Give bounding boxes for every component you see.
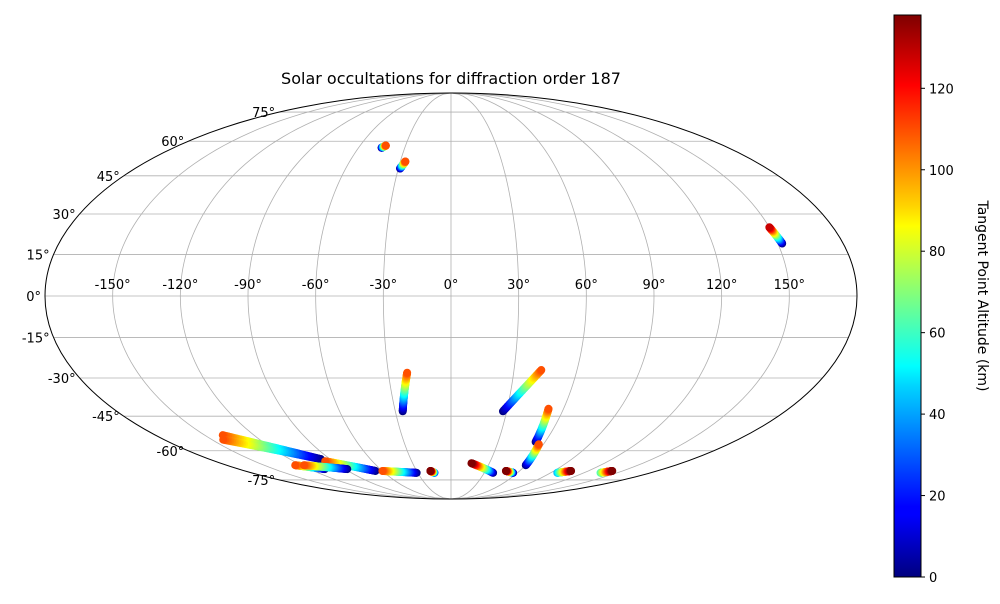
occultation-point — [544, 404, 553, 413]
colorbar-tick-label: 80 — [929, 245, 946, 260]
latitude-tick-label: 0° — [26, 290, 41, 305]
longitude-labels: -150° -120° -90° -60° -30° 0° 30° 60° 90° 120° 150… — [95, 278, 805, 293]
latitude-tick-label: -45° — [92, 410, 120, 425]
longitude-gridline — [450, 92, 655, 500]
occultation-point — [467, 459, 476, 468]
longitude-gridline — [112, 92, 452, 500]
colorbar-tick-label: 20 — [929, 490, 946, 505]
colorbar-tick-label: 60 — [929, 327, 946, 342]
longitude-gridline — [247, 92, 452, 500]
occultation-point — [501, 466, 510, 475]
latitude-tick-label: 60° — [161, 135, 184, 150]
longitude-gridline — [450, 92, 790, 500]
occultation-point — [608, 466, 617, 475]
longitude-tick-label: -120° — [162, 278, 198, 293]
longitude-tick-label: 30° — [507, 278, 530, 293]
latitude-tick-label: 75° — [252, 106, 275, 121]
longitude-gridline — [382, 92, 452, 500]
map-grid — [45, 92, 857, 500]
latitude-labels: -75° -60° -45° -30° -15° 0° 15° 30° 45° 60° 75° — [22, 106, 275, 489]
longitude-tick-label: -150° — [95, 278, 131, 293]
map-outline — [44, 92, 858, 500]
longitude-tick-label: 150° — [774, 278, 805, 293]
chart-title: Solar occultations for diffraction order… — [281, 69, 621, 88]
longitude-tick-label: -90° — [234, 278, 262, 293]
occultation-point — [426, 466, 435, 475]
occultation-point — [537, 366, 546, 375]
latitude-tick-label: -60° — [157, 445, 185, 460]
occultation-points — [218, 141, 787, 477]
occultation-point — [534, 440, 543, 449]
occultation-point — [381, 141, 390, 150]
latitude-tick-label: -15° — [22, 332, 50, 347]
longitude-tick-label: -30° — [369, 278, 397, 293]
longitude-tick-label: -60° — [302, 278, 330, 293]
longitude-gridline — [315, 92, 452, 500]
occultation-point — [219, 435, 228, 444]
occultation-point — [765, 223, 774, 232]
latitude-tick-label: 15° — [27, 248, 50, 263]
colorbar-tick-label: 40 — [929, 408, 946, 423]
colorbar: 0 20 40 60 80 100 120 Tangent Point Altitude (… — [893, 14, 990, 586]
colorbar-label: Tangent Point Altitude (km) — [974, 199, 990, 391]
occultation-point — [378, 466, 387, 475]
occultation-point — [291, 461, 300, 470]
occultation-point — [403, 368, 412, 377]
occultation-point — [299, 461, 308, 470]
colorbar-gradient — [893, 14, 922, 578]
latitude-tick-label: -75° — [247, 474, 275, 489]
longitude-tick-label: 0° — [444, 278, 459, 293]
latitude-tick-label: -30° — [48, 372, 76, 387]
colorbar-tick-label: 100 — [929, 164, 954, 179]
colorbar-tick-label: 120 — [929, 82, 954, 97]
colorbar-tick-label: 0 — [929, 571, 937, 586]
longitude-tick-label: 60° — [575, 278, 598, 293]
colorbar-ticks: 0 20 40 60 80 100 120 — [921, 82, 954, 586]
longitude-tick-label: 120° — [706, 278, 737, 293]
longitude-tick-label: 90° — [642, 278, 665, 293]
longitude-gridline — [450, 92, 520, 500]
occultation-point — [567, 466, 576, 475]
latitude-tick-label: 45° — [97, 170, 120, 185]
longitude-gridline — [450, 92, 723, 500]
latitude-tick-label: 30° — [53, 208, 76, 223]
occultation-point — [401, 157, 410, 166]
